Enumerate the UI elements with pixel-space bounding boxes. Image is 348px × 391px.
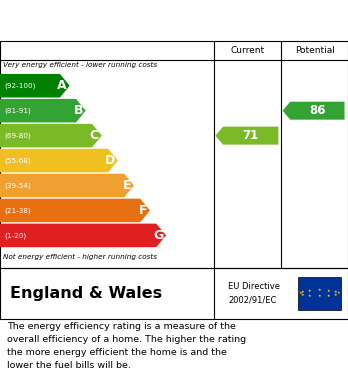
Polygon shape (0, 174, 134, 197)
Polygon shape (215, 127, 278, 145)
Text: The energy efficiency rating is a measure of the
overall efficiency of a home. T: The energy efficiency rating is a measur… (7, 321, 246, 370)
Text: (81-91): (81-91) (4, 108, 31, 114)
Polygon shape (0, 124, 102, 147)
Text: ★: ★ (317, 289, 321, 292)
Text: E: E (122, 179, 131, 192)
Text: ★: ★ (308, 294, 311, 298)
Text: (21-38): (21-38) (4, 207, 31, 214)
Text: ★: ★ (298, 291, 302, 295)
Text: (69-80): (69-80) (4, 133, 31, 139)
Polygon shape (0, 99, 86, 122)
Text: (1-20): (1-20) (4, 232, 26, 239)
Text: ★: ★ (308, 289, 311, 293)
Text: ★: ★ (327, 289, 331, 293)
Polygon shape (0, 149, 118, 172)
Text: ★: ★ (337, 291, 340, 295)
Text: England & Wales: England & Wales (10, 286, 163, 301)
Text: B: B (73, 104, 83, 117)
Text: ★: ★ (327, 294, 331, 298)
Text: Current: Current (230, 46, 265, 55)
Text: ★: ★ (317, 294, 321, 298)
Text: 71: 71 (243, 129, 259, 142)
Polygon shape (0, 224, 166, 247)
Text: Energy Efficiency Rating: Energy Efficiency Rating (63, 13, 285, 28)
Text: F: F (139, 204, 147, 217)
Polygon shape (283, 102, 345, 120)
Text: 86: 86 (309, 104, 326, 117)
Text: ★: ★ (334, 290, 338, 294)
Polygon shape (0, 74, 70, 97)
Text: A: A (57, 79, 67, 92)
Text: ★: ★ (334, 292, 338, 297)
Text: EU Directive: EU Directive (228, 282, 280, 291)
Text: (55-68): (55-68) (4, 157, 31, 164)
Text: ★: ★ (301, 292, 304, 297)
Text: (39-54): (39-54) (4, 182, 31, 189)
Bar (298, 277, 341, 310)
Text: ★: ★ (301, 290, 304, 294)
Text: G: G (153, 229, 163, 242)
Text: D: D (105, 154, 115, 167)
Text: C: C (90, 129, 99, 142)
Text: (92-100): (92-100) (4, 83, 35, 89)
Text: 2002/91/EC: 2002/91/EC (228, 296, 276, 305)
Polygon shape (0, 199, 150, 222)
Text: Not energy efficient - higher running costs: Not energy efficient - higher running co… (3, 254, 158, 260)
Text: Potential: Potential (295, 46, 334, 55)
Text: Very energy efficient - lower running costs: Very energy efficient - lower running co… (3, 62, 158, 68)
